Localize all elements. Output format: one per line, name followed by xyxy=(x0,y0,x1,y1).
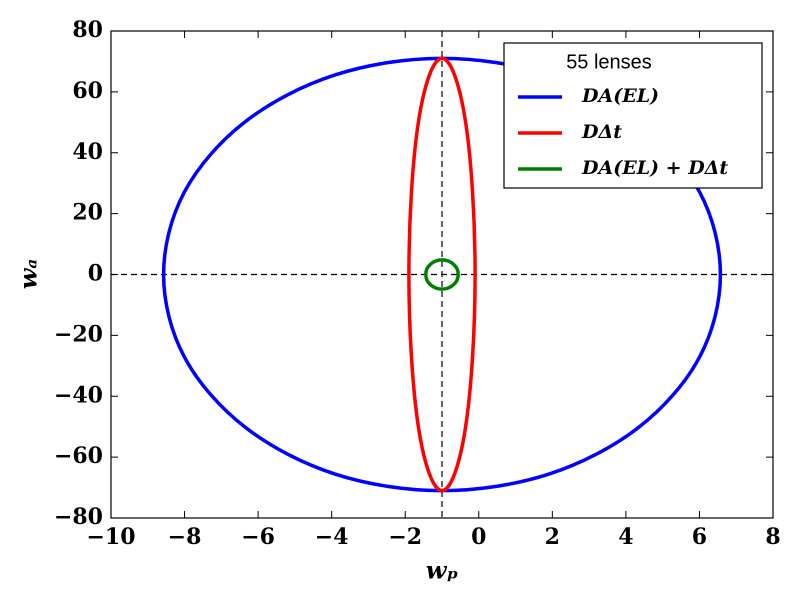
y-tick-label: −20 xyxy=(54,321,103,347)
y-tick-label: −80 xyxy=(54,504,103,530)
x-axis-label: wₚ xyxy=(426,556,459,585)
y-tick-label: 80 xyxy=(72,17,103,43)
y-tick-label: 0 xyxy=(88,261,103,287)
x-tick-label: −10 xyxy=(86,524,135,550)
legend-label: DΔt xyxy=(581,121,622,143)
x-tick-label: 4 xyxy=(618,524,633,550)
y-tick-label: −60 xyxy=(54,443,103,469)
y-tick-label: 40 xyxy=(72,139,103,165)
x-tick-label: 0 xyxy=(471,524,486,550)
x-tick-label: 6 xyxy=(692,524,707,550)
y-tick-label: 60 xyxy=(72,78,103,104)
y-tick-label: 20 xyxy=(72,200,103,226)
y-tick-label: −40 xyxy=(54,382,103,408)
y-axis-label: wₐ xyxy=(14,259,43,289)
x-tick-label: −6 xyxy=(241,524,275,550)
x-tick-label: −2 xyxy=(388,524,422,550)
ellipse xyxy=(407,56,477,493)
legend-label: DA(EL) + DΔt xyxy=(581,157,728,179)
x-tick-label: 8 xyxy=(765,524,780,550)
x-tick-label: 2 xyxy=(545,524,560,550)
x-tick-label: −4 xyxy=(315,524,349,550)
ellipse xyxy=(424,258,460,291)
x-tick-label: −8 xyxy=(168,524,202,550)
legend-label: DA(EL) xyxy=(581,85,659,107)
plot-frame xyxy=(110,30,774,519)
legend-title: 55 lenses xyxy=(566,51,652,73)
legend-box xyxy=(503,42,763,189)
